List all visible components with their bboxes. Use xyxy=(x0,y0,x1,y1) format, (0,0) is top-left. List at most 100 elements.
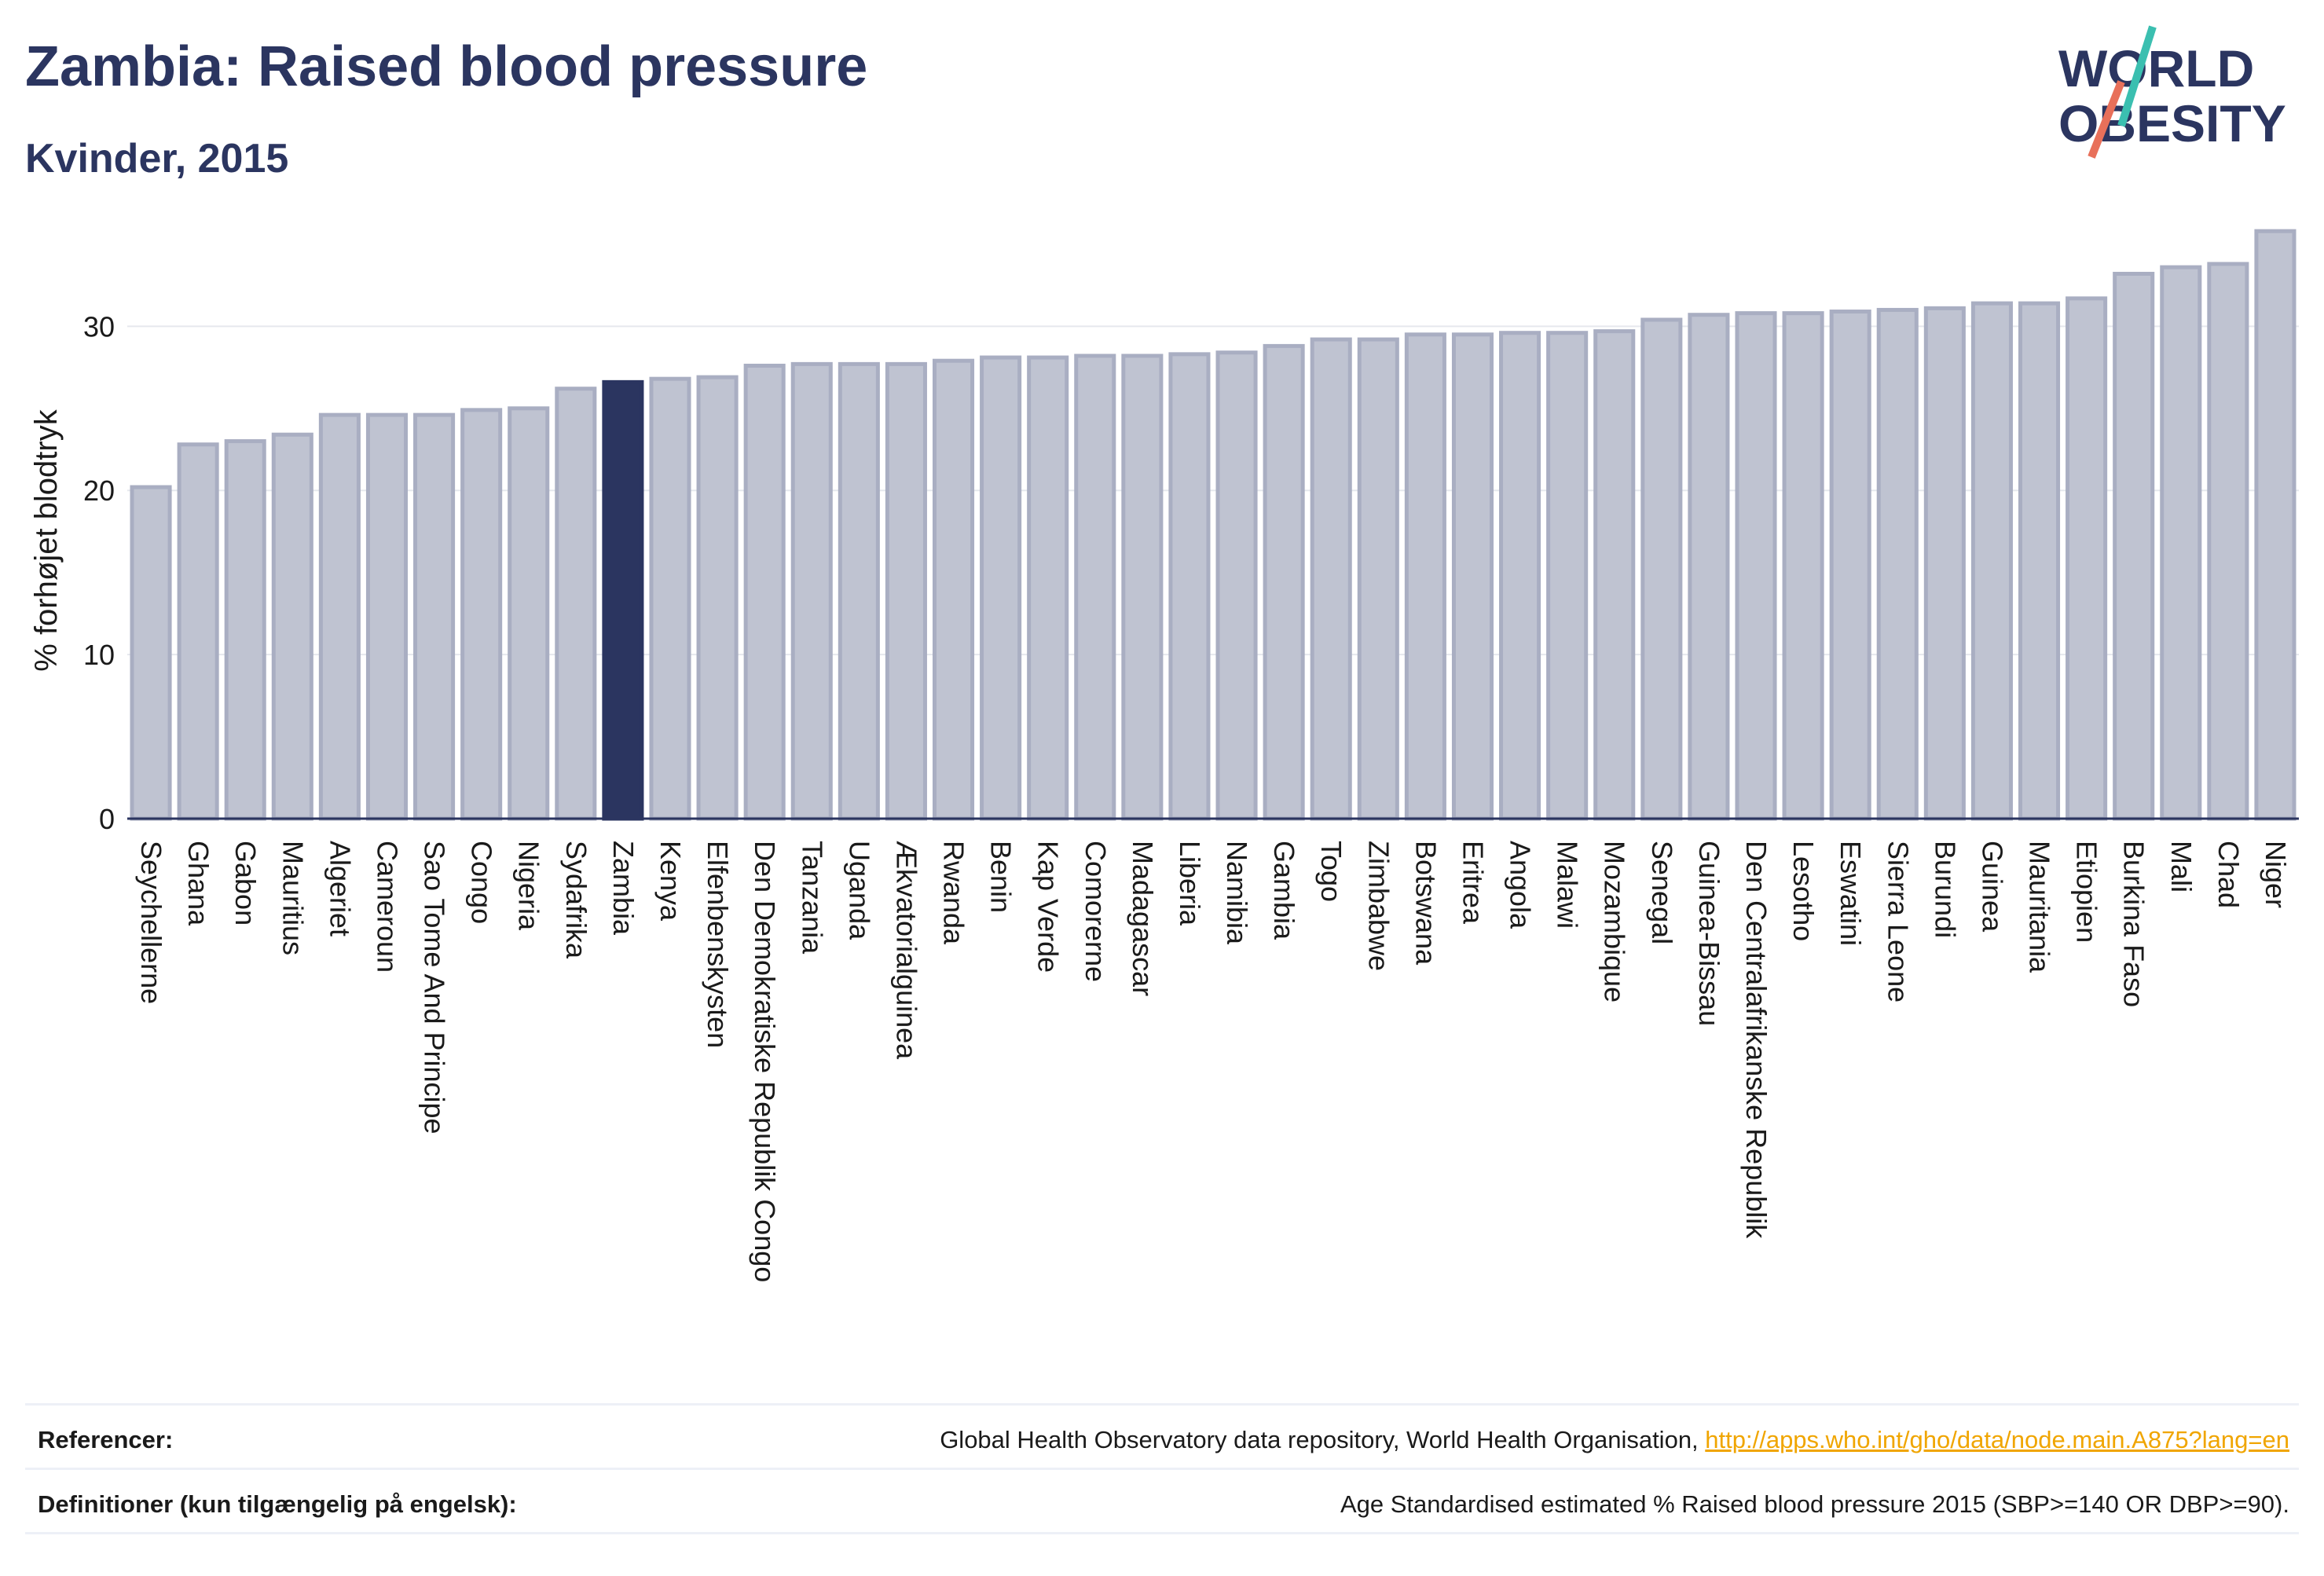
x-tick-label: Etiopien xyxy=(2071,841,2103,943)
references-link[interactable]: http://apps.who.int/gho/data/node.main.A… xyxy=(1705,1426,2289,1453)
bar-eritrea xyxy=(1451,332,1494,821)
x-tick-label: Botswana xyxy=(1409,841,1442,966)
bar-benin xyxy=(980,355,1022,821)
x-tick-label: Angola xyxy=(1505,841,1537,929)
x-tick-label: Elfenbenskysten xyxy=(702,841,734,1048)
x-tick-label: Lesotho xyxy=(1787,841,1820,941)
x-tick-label: Burkina Faso xyxy=(2118,841,2150,1007)
bar-ækvatorialguinea xyxy=(885,361,927,821)
bar-namibia xyxy=(1215,350,1258,821)
x-tick-label: Algeriet xyxy=(324,841,356,936)
bar-tanzania xyxy=(790,361,833,821)
bar-rwanda xyxy=(932,358,975,821)
y-tick-label: 0 xyxy=(99,803,115,835)
x-tick-label: Den Demokratiske Republik Congo xyxy=(749,841,781,1282)
bar-nigeria xyxy=(508,406,550,821)
bar-eswatini xyxy=(1829,310,1871,821)
footer-divider-top xyxy=(25,1403,2299,1406)
bar-guinea xyxy=(1970,301,2013,821)
bar-kenya xyxy=(649,376,691,821)
bar-chart: Seychellerne Ghana Gabon Mauritius Algeriet C… xyxy=(29,229,2299,1282)
x-tick-label: Congo xyxy=(466,841,498,924)
bar-congo xyxy=(460,408,503,821)
bars xyxy=(130,229,2297,821)
bar-mauritius xyxy=(271,432,313,821)
references-label: Referencer: xyxy=(38,1426,174,1453)
x-tick-label: Nigeria xyxy=(513,841,545,931)
x-tick-label: Ækvatorialguinea xyxy=(890,841,922,1060)
x-tick-label: Sydafrika xyxy=(560,841,592,959)
x-tick-label: Guinea xyxy=(1976,841,2008,933)
definitions-value: Age Standardised estimated % Raised bloo… xyxy=(1340,1490,2289,1518)
bar-guinea-bissau xyxy=(1688,313,1730,821)
x-tick-label: Kenya xyxy=(654,841,687,922)
bar-gabon xyxy=(224,439,266,821)
x-tick-label: Madagascar xyxy=(1127,841,1159,996)
x-tick-label: Niger xyxy=(2260,841,2292,908)
bar-cameroun xyxy=(365,412,409,821)
x-tick-label: Chad xyxy=(2212,841,2245,908)
x-tick-label: Eswatini xyxy=(1835,841,1867,946)
bar-burkina-faso xyxy=(2113,271,2155,821)
x-tick-label: Mauritius xyxy=(277,841,309,955)
bar-togo xyxy=(1310,337,1352,821)
bar-uganda xyxy=(838,361,880,821)
bar-madagascar xyxy=(1121,354,1164,821)
x-tick-label: Mauritania xyxy=(2024,841,2056,973)
bar-ghana xyxy=(177,442,219,821)
x-tick-label: Seychellerne xyxy=(135,841,167,1004)
page-title: Zambia: Raised blood pressure xyxy=(25,35,868,98)
y-axis-label: % forhøjet blodtryk xyxy=(29,409,64,671)
bar-seychellerne xyxy=(130,485,172,821)
bar-chad xyxy=(2207,262,2249,821)
footer-divider-mid xyxy=(25,1468,2299,1470)
bar-malawi xyxy=(1546,331,1589,821)
x-tick-label: Malawi xyxy=(1552,841,1584,929)
bar-algeriet xyxy=(318,412,361,821)
x-tick-label: Zambia xyxy=(607,841,640,936)
x-tick-label: Zimbabwe xyxy=(1362,841,1395,971)
logo-slash-teal xyxy=(2117,25,2157,127)
bar-burundi xyxy=(1923,306,1966,821)
bar-mali xyxy=(2160,265,2202,821)
bar-sao-tome-and-principe xyxy=(413,412,456,821)
bar-angola xyxy=(1499,331,1541,821)
y-tick-label: 10 xyxy=(83,639,115,671)
bar-den-demokratiske-republik-congo xyxy=(743,363,786,821)
x-tick-label: Guinea-Bissau xyxy=(1693,841,1725,1026)
x-tick-label: Namibia xyxy=(1221,841,1253,945)
bar-zambia xyxy=(602,379,644,821)
bar-zimbabwe xyxy=(1357,337,1399,821)
references-value: Global Health Observatory data repositor… xyxy=(940,1426,2289,1454)
x-tick-label: Eritrea xyxy=(1457,841,1489,925)
y-tick-label: 20 xyxy=(83,475,115,507)
page-subtitle: Kvinder, 2015 xyxy=(25,136,289,181)
logo-slash-coral xyxy=(2088,80,2125,159)
x-tick-label: Gabon xyxy=(229,841,262,925)
x-tick-label: Gambia xyxy=(1268,841,1300,940)
logo-line1: WORLD xyxy=(2058,39,2254,97)
x-tick-label: Senegal xyxy=(1646,841,1678,944)
bar-liberia xyxy=(1168,352,1211,821)
x-tick-label: Ghana xyxy=(182,841,214,926)
bar-gambia xyxy=(1263,343,1305,821)
x-tick-label: Mali xyxy=(2165,841,2198,892)
x-tick-label: Sao Tome And Principe xyxy=(419,841,451,1134)
definitions-label: Definitioner (kun tilgængelig på engelsk… xyxy=(38,1490,517,1518)
x-tick-label: Sierra Leone xyxy=(1882,841,1914,1002)
bar-den-centralafrikanske-republik xyxy=(1735,311,1777,821)
x-tick-label: Burundi xyxy=(1929,841,1961,938)
bar-lesotho xyxy=(1782,311,1824,821)
footer-divider-bottom xyxy=(25,1532,2299,1534)
references-text: Global Health Observatory data repositor… xyxy=(940,1426,1706,1453)
x-tick-label: Benin xyxy=(985,841,1017,913)
x-tick-label: Cameroun xyxy=(371,841,403,973)
bar-comorerne xyxy=(1074,354,1116,821)
bar-kap-verde xyxy=(1027,355,1069,821)
x-tick-label: Togo xyxy=(1315,841,1347,902)
y-tick-labels: 0 10 20 30 xyxy=(83,310,115,835)
y-tick-label: 30 xyxy=(83,310,115,343)
world-obesity-logo: WORLD OBESITY xyxy=(2058,25,2286,159)
bar-niger xyxy=(2254,229,2297,821)
x-tick-label: Mozambique xyxy=(1599,841,1631,1002)
